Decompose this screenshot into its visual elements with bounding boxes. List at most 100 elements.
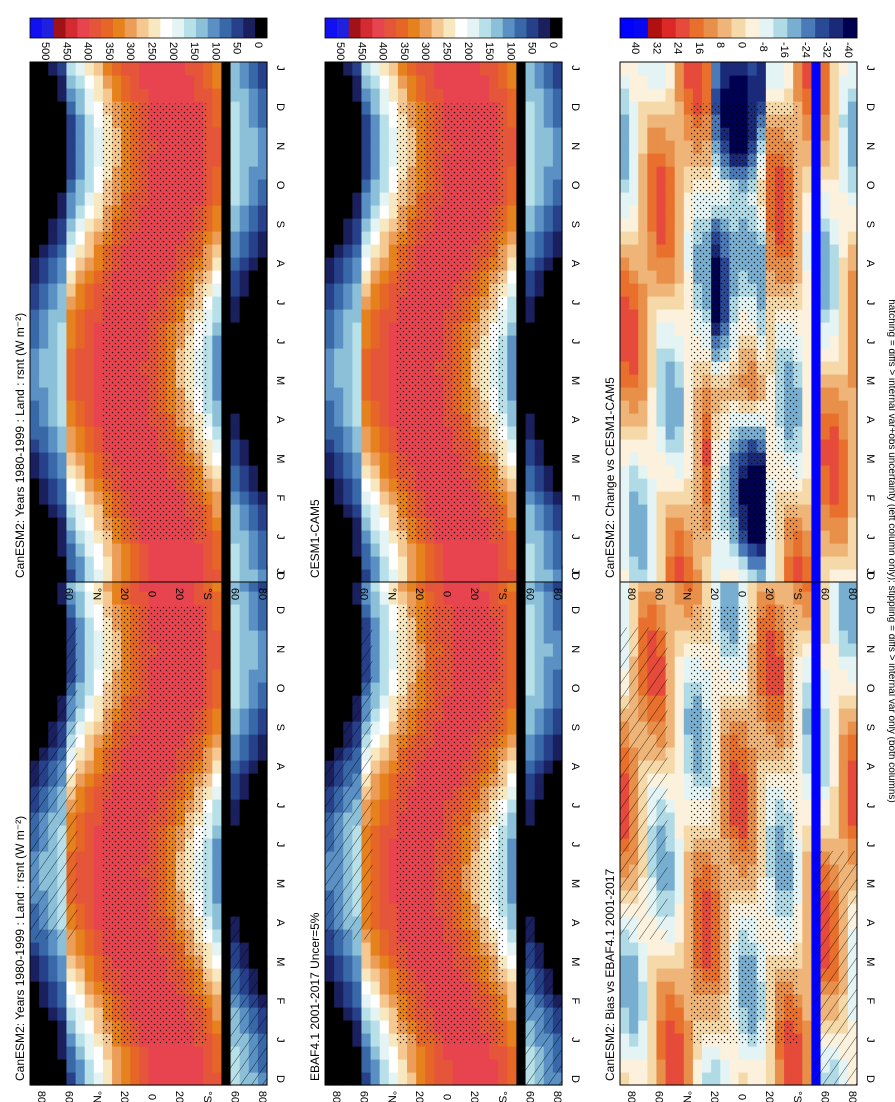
heat-cell — [343, 426, 353, 440]
heat-cell — [84, 981, 95, 995]
heat-cell — [75, 929, 86, 943]
heat-cell — [352, 166, 363, 180]
heat-cell — [148, 543, 159, 557]
heat-cell — [30, 968, 40, 982]
heat-cell — [148, 591, 159, 605]
heat-cell — [498, 578, 508, 592]
heat-cell — [847, 812, 858, 826]
heat-cell — [257, 166, 268, 180]
heat-cell — [121, 556, 131, 570]
x-tick-label: A — [274, 919, 286, 927]
heat-cell — [352, 491, 363, 505]
heat-cell — [343, 1059, 353, 1073]
heat-cell — [379, 504, 390, 518]
heat-cell — [416, 591, 426, 605]
x-tick-label: J — [274, 300, 286, 306]
heat-cell — [84, 491, 95, 505]
heat-cell — [139, 1046, 150, 1060]
heat-cell — [75, 1059, 86, 1073]
heat-cell — [139, 1072, 150, 1086]
heat-cell — [489, 591, 499, 605]
heat-cell — [257, 760, 268, 774]
heat-cell — [388, 1007, 399, 1021]
heat-cell — [516, 504, 527, 518]
colorbar-swatch — [455, 18, 468, 38]
heat-cell — [534, 374, 545, 388]
heat-cell — [516, 556, 527, 570]
heat-cell — [620, 968, 630, 982]
heat-cell — [343, 981, 353, 995]
heat-cell — [397, 88, 408, 102]
heat-cell — [257, 309, 268, 323]
heat-cell — [166, 75, 177, 89]
heat-cell — [343, 322, 353, 336]
heat-cell — [157, 88, 168, 102]
heat-cell — [543, 140, 554, 154]
heat-cell — [112, 591, 122, 605]
heat-cell — [388, 400, 399, 414]
heat-cell — [720, 1046, 730, 1060]
heat-cell — [30, 231, 40, 245]
heat-cell — [130, 1059, 140, 1073]
colorbar-swatch — [384, 18, 397, 38]
heat-cell — [470, 1059, 481, 1073]
heat-cell — [325, 517, 335, 531]
heat-cell — [57, 361, 68, 375]
heat-cell — [379, 75, 390, 89]
heat-cell — [93, 530, 104, 544]
heat-cell — [48, 62, 58, 76]
heat-cell — [66, 543, 77, 557]
heat-cell — [203, 851, 213, 865]
heat-cell — [525, 374, 536, 388]
heat-cell — [257, 773, 268, 787]
heat-cell — [248, 400, 259, 414]
heat-cell — [552, 452, 563, 466]
heat-cell — [93, 695, 104, 709]
heat-cell — [66, 75, 77, 89]
heat-cell — [325, 955, 335, 969]
heat-cell — [334, 942, 344, 956]
heat-cell — [84, 439, 95, 453]
heat-cell — [230, 153, 241, 167]
heat-cell — [507, 166, 518, 180]
heat-cell — [720, 1072, 730, 1086]
heat-cell — [692, 1072, 703, 1086]
heat-cell — [248, 695, 259, 709]
heat-cell — [57, 517, 68, 531]
heat-cell — [811, 838, 822, 852]
heat-cell — [534, 244, 545, 258]
heat-cell — [57, 322, 68, 336]
heat-cell — [221, 166, 232, 180]
heat-cell — [443, 1059, 454, 1073]
heat-cell — [121, 569, 131, 583]
heat-cell — [212, 591, 223, 605]
heat-cell — [543, 695, 554, 709]
heat-cell — [239, 825, 250, 839]
heat-cell — [665, 799, 676, 813]
heat-cell — [230, 283, 241, 297]
heat-cell — [221, 270, 232, 284]
heat-cell — [416, 543, 426, 557]
heat-cell — [194, 88, 204, 102]
heat-cell — [638, 1059, 648, 1073]
heat-cell — [525, 296, 536, 310]
heat-cell — [257, 504, 268, 518]
heat-cell — [516, 270, 527, 284]
heat-cell — [534, 387, 545, 401]
x-tick-label: J — [569, 65, 581, 71]
colorbar-swatch — [219, 18, 232, 38]
heat-cell — [203, 452, 213, 466]
colorbar-swatch — [443, 18, 456, 38]
heat-cell — [30, 1020, 40, 1034]
heat-cell — [534, 530, 545, 544]
heat-cell — [361, 556, 372, 570]
heat-cell — [66, 400, 77, 414]
x-tick-label: J — [569, 1037, 581, 1043]
heat-cell — [66, 140, 77, 154]
heat-cell — [370, 127, 381, 141]
heat-cell — [230, 478, 241, 492]
heat-cell — [30, 452, 40, 466]
heat-cell — [802, 942, 813, 956]
heat-cell — [325, 1059, 335, 1073]
heat-cell — [629, 1059, 639, 1073]
